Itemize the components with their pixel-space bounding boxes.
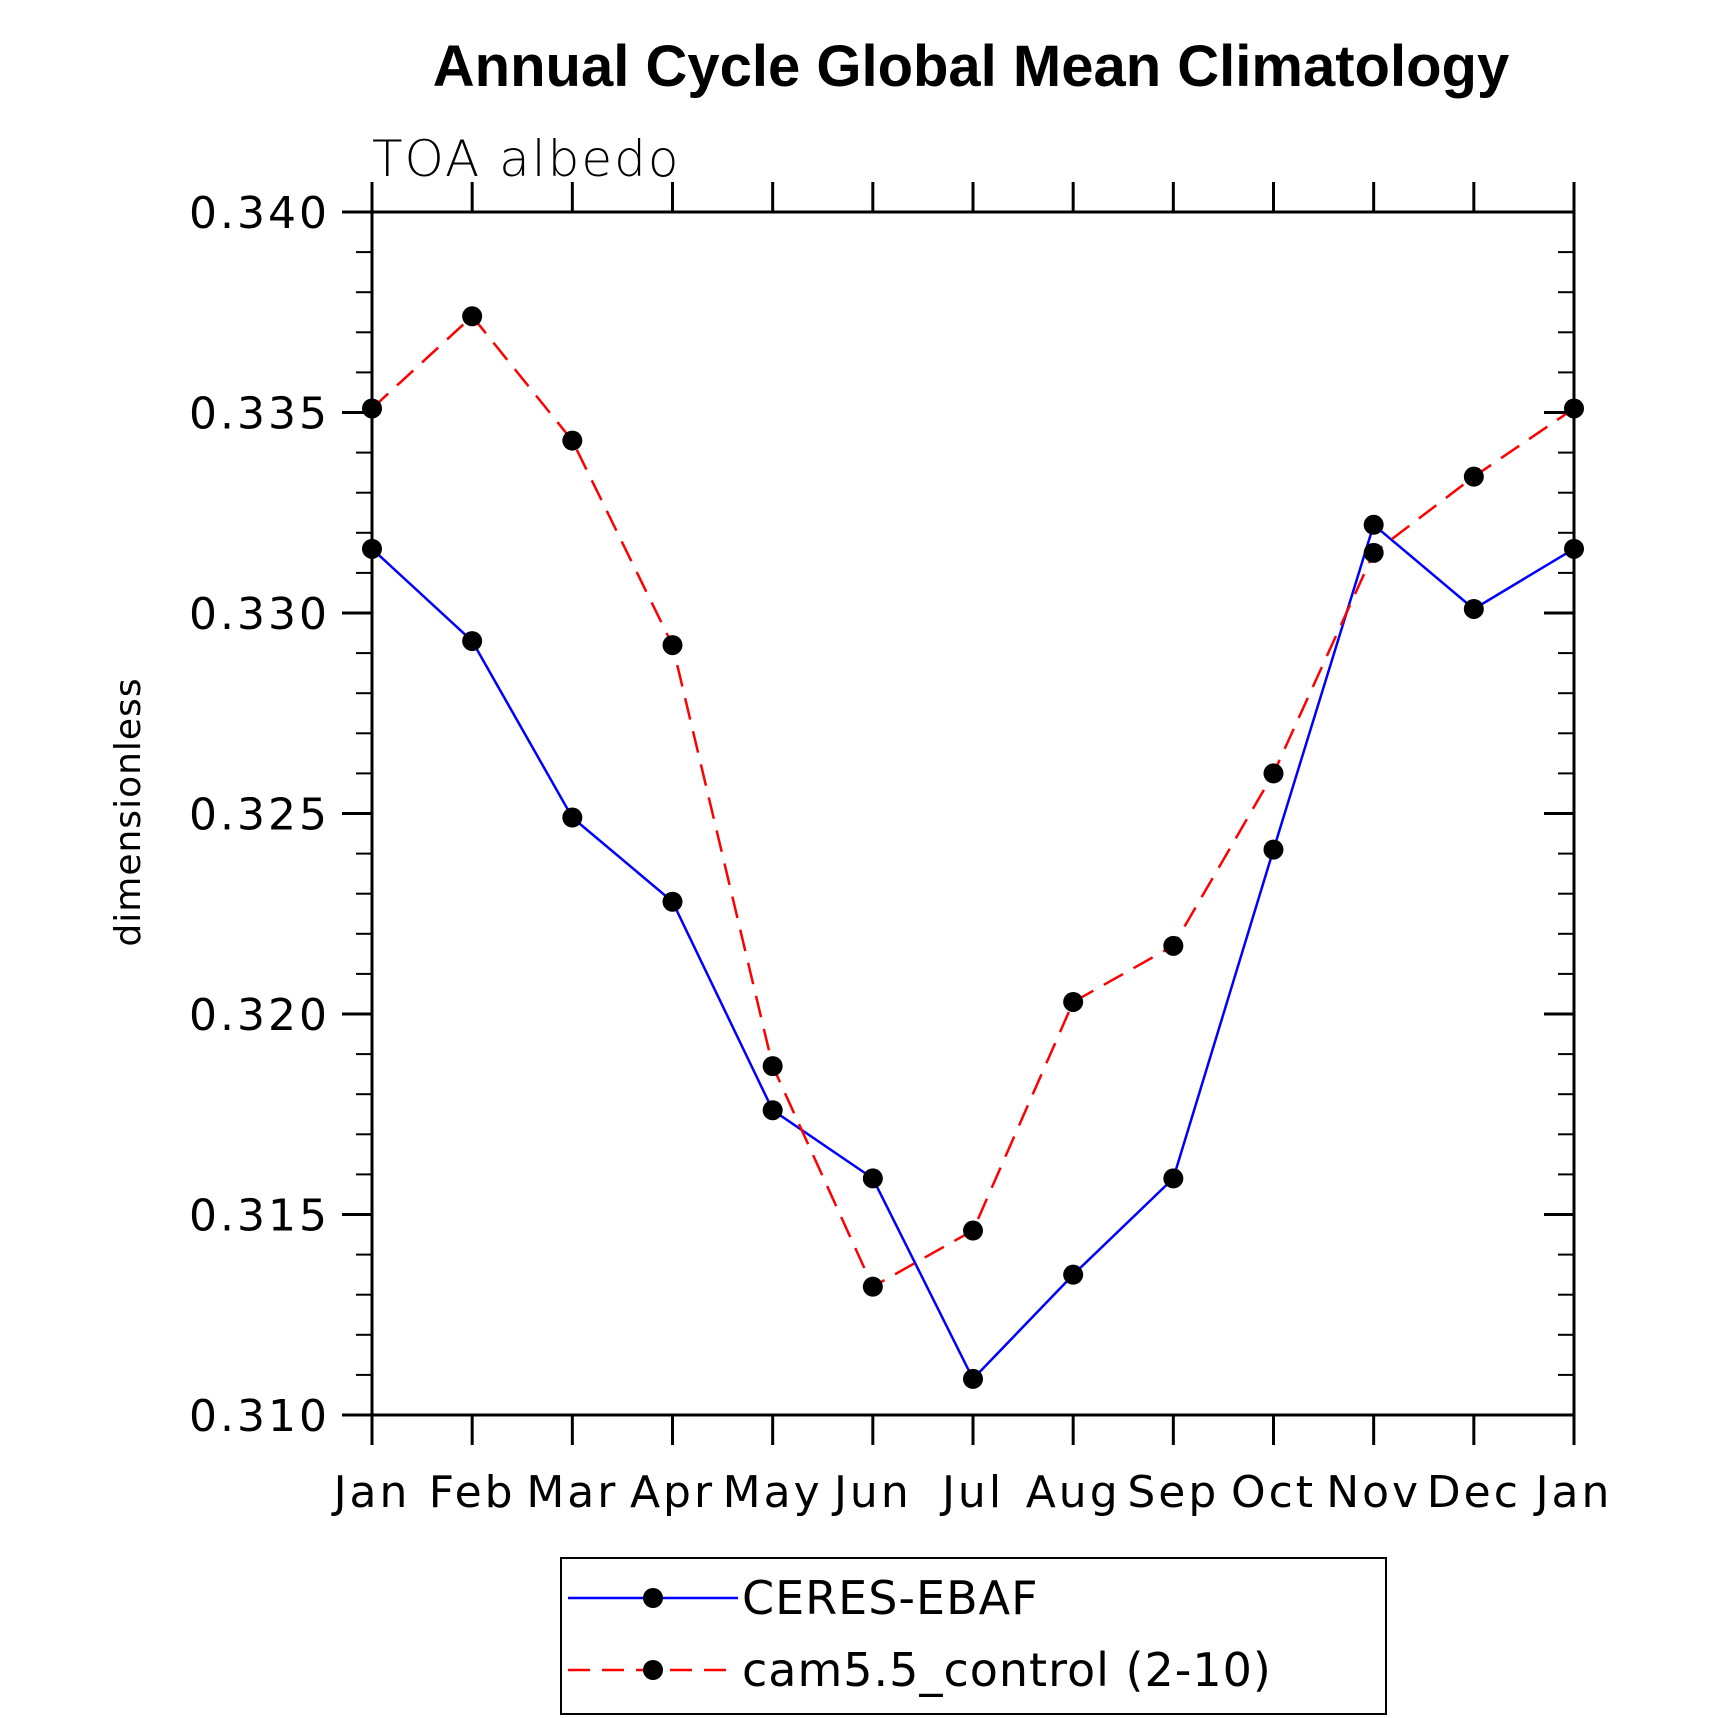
data-point — [1163, 935, 1184, 956]
x-tick-label: Jul — [939, 1467, 1004, 1518]
data-point — [562, 430, 583, 451]
data-point — [662, 891, 683, 912]
data-point — [1363, 542, 1384, 563]
y-tick-label: 0.330 — [189, 589, 330, 640]
data-point — [562, 807, 583, 828]
y-tick-label: 0.320 — [189, 990, 330, 1041]
y-tick-label: 0.325 — [189, 790, 330, 841]
x-axis: Jan Feb Mar Apr May Jun Jul Aug Sep Oct Nov Dec Jan — [331, 182, 1613, 1518]
legend: CERES-EBAF cam5.5_control (2-10) — [560, 1557, 1387, 1715]
x-tick-label: Jun — [831, 1467, 912, 1518]
chart-title: Annual Cycle Global Mean Climatology — [433, 34, 1509, 99]
legend-box — [560, 1557, 1387, 1715]
data-point — [1263, 763, 1284, 784]
data-point — [1463, 466, 1484, 487]
legend-label-cam5-5-control: cam5.5_control (2-10) — [742, 1643, 1272, 1697]
data-point — [462, 631, 483, 652]
y-tick-label: 0.340 — [189, 188, 330, 239]
y-axis: 0.310 0.315 0.320 0.325 0.330 0.335 0.340 — [189, 188, 1574, 1442]
data-point — [662, 635, 683, 656]
x-tick-label: Mar — [526, 1467, 618, 1518]
y-tick-label: 0.335 — [189, 389, 330, 440]
series-markers — [362, 306, 1584, 1389]
x-tick-label: Sep — [1127, 1467, 1219, 1518]
y-tick-label: 0.310 — [189, 1391, 330, 1442]
data-point — [1564, 538, 1584, 559]
x-tick-label: Oct — [1231, 1467, 1316, 1518]
data-point — [862, 1168, 883, 1189]
data-point — [362, 398, 382, 419]
data-point — [1063, 1264, 1084, 1285]
data-point — [963, 1368, 983, 1389]
data-point — [762, 1100, 783, 1121]
data-point — [362, 538, 382, 559]
data-point — [963, 1220, 983, 1241]
x-tick-label: Dec — [1427, 1467, 1521, 1518]
x-tick-label: Apr — [630, 1467, 715, 1518]
data-point — [1564, 398, 1584, 419]
y-axis-label: dimensionless — [108, 677, 149, 946]
data-point — [862, 1276, 883, 1297]
legend-marker-ceres-ebaf — [643, 1588, 663, 1608]
x-tick-label: May — [723, 1467, 823, 1518]
data-point — [1163, 1168, 1184, 1189]
data-point — [1463, 598, 1484, 619]
x-tick-label: Aug — [1026, 1467, 1121, 1518]
data-point — [1263, 839, 1284, 860]
x-tick-label: Feb — [429, 1467, 516, 1518]
chart-subtitle: TOA albedo — [372, 130, 680, 188]
x-tick-label: Jan — [1533, 1467, 1613, 1518]
x-tick-label: Nov — [1326, 1467, 1421, 1518]
x-tick-label: Jan — [331, 1467, 411, 1518]
data-point — [1363, 514, 1384, 535]
y-tick-label: 0.315 — [189, 1191, 330, 1242]
legend-marker-cam5-5-control — [643, 1660, 663, 1680]
data-point — [462, 306, 483, 327]
data-point — [762, 1056, 783, 1077]
data-point — [1063, 991, 1084, 1012]
legend-label-ceres-ebaf: CERES-EBAF — [742, 1571, 1039, 1625]
